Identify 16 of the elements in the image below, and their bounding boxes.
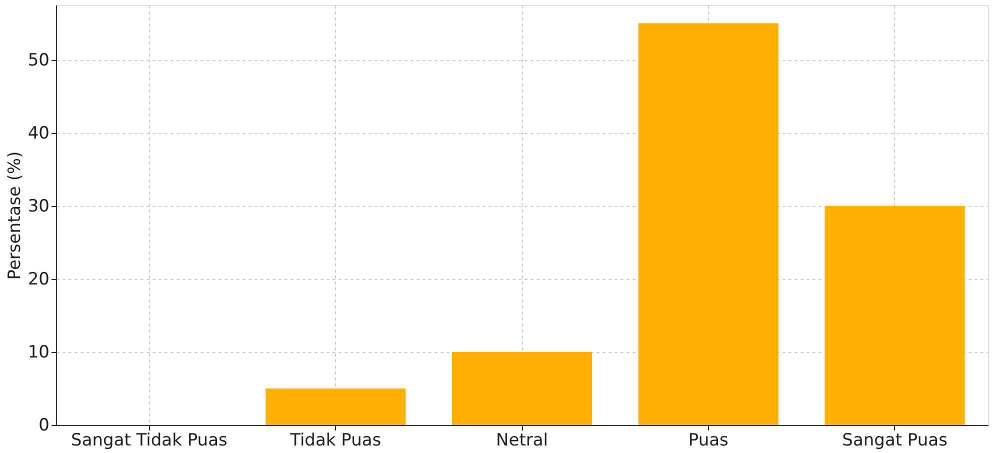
x-tick-label: Netral: [496, 430, 548, 450]
bar: [452, 352, 592, 425]
y-tick-label: 50: [28, 50, 50, 70]
y-axis-title: Persentase (%): [4, 151, 25, 280]
y-tick-label: 40: [28, 123, 50, 144]
x-tick-label: Sangat Puas: [842, 430, 948, 450]
x-tick-label: Sangat Tidak Puas: [71, 430, 228, 450]
x-tick-label: Tidak Puas: [289, 430, 382, 450]
x-tick-label: Puas: [688, 430, 729, 450]
y-tick-label: 0: [38, 416, 50, 436]
bar: [824, 206, 965, 425]
bar: [638, 23, 778, 425]
bar: [266, 388, 406, 425]
y-tick-label: 30: [28, 196, 50, 216]
y-tick-label: 20: [28, 269, 50, 290]
y-tick-label: 10: [28, 342, 50, 362]
